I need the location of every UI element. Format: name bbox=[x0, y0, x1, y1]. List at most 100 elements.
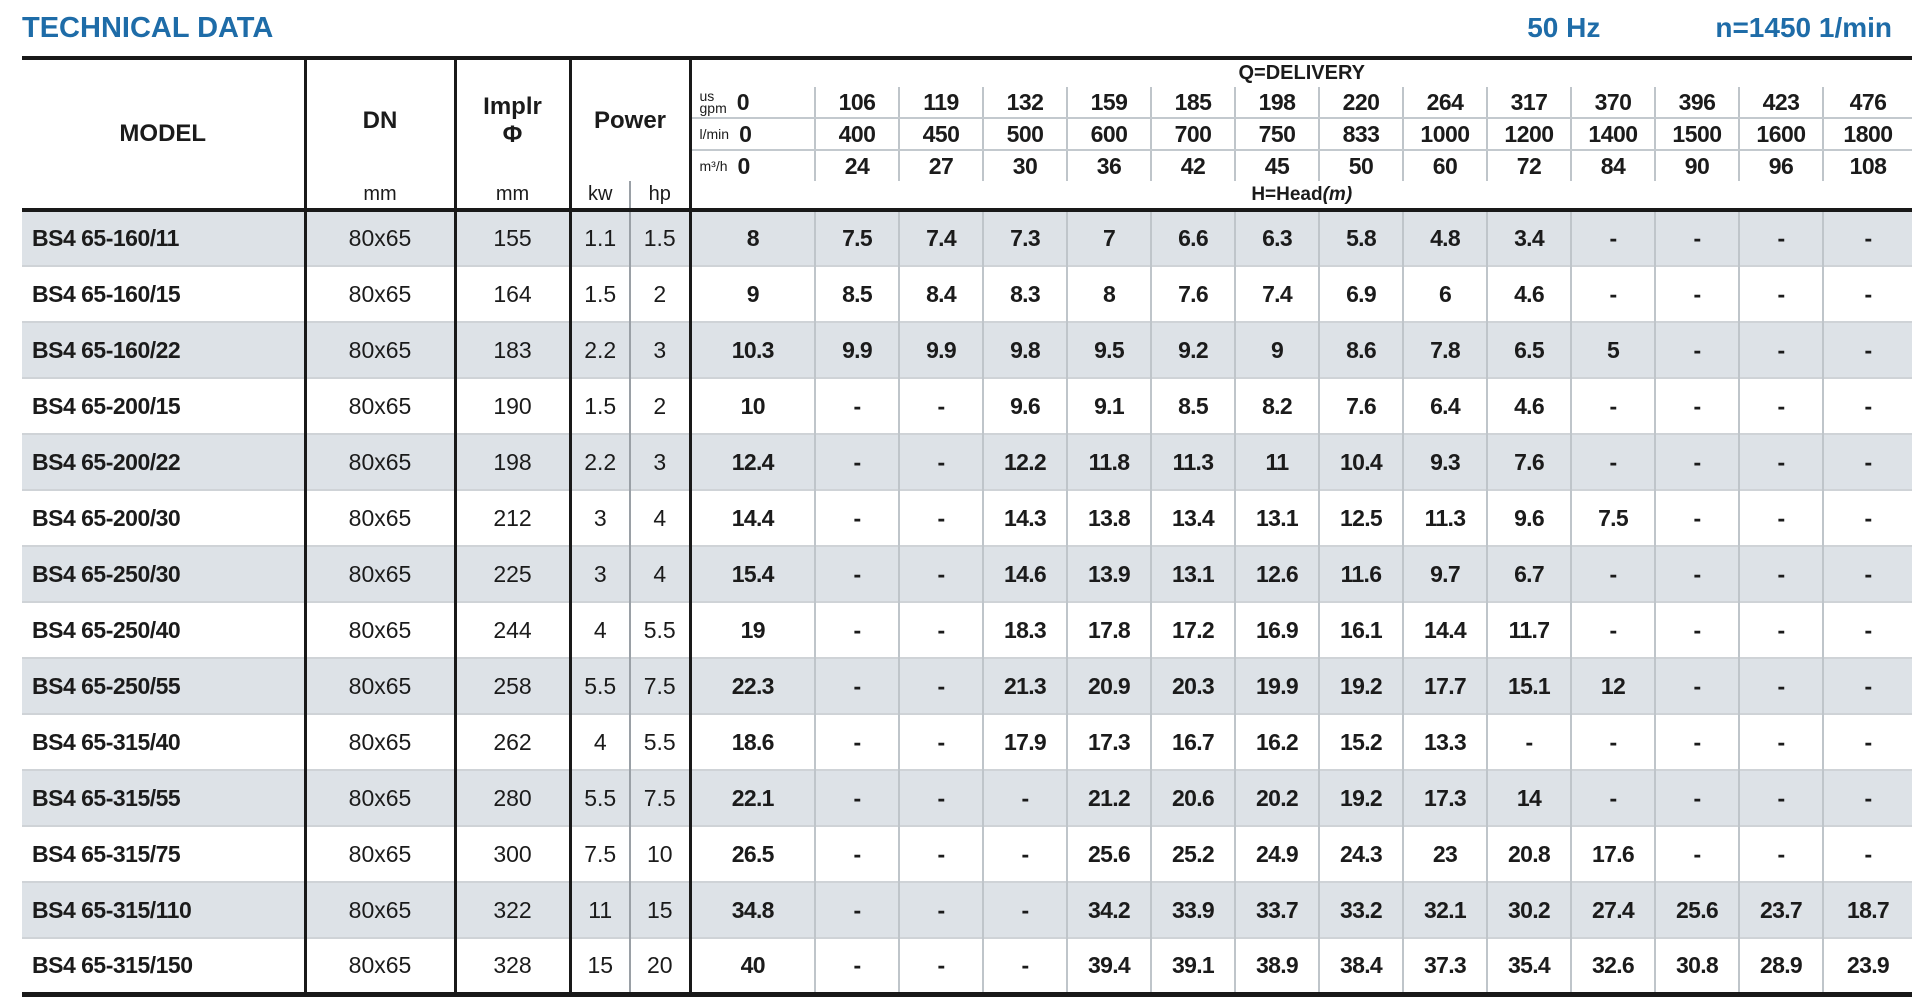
head-value-cell: 33.2 bbox=[1318, 882, 1403, 938]
head-value-cell: - bbox=[898, 658, 983, 714]
head-value-cell: - bbox=[1654, 266, 1739, 322]
head-value-cell: 16.9 bbox=[1234, 602, 1319, 658]
hp-cell: 7.5 bbox=[630, 770, 692, 826]
head-value-cell: - bbox=[898, 882, 983, 938]
head-value-cell: - bbox=[814, 826, 899, 882]
head-value-cell: 20.8 bbox=[1486, 826, 1571, 882]
head-value-cell: 19.2 bbox=[1318, 770, 1403, 826]
head-value-cell: - bbox=[1654, 546, 1739, 602]
head-value-cell: 9 bbox=[746, 280, 760, 307]
head-value-cell: 25.2 bbox=[1150, 826, 1235, 882]
table-row: BS4 65-200/15 80x65 190 1.5 2 10- -9.6 9.1 8.5 8.… bbox=[22, 378, 1912, 434]
head-value-cell: - bbox=[1654, 378, 1739, 434]
head-value-cell: - bbox=[1738, 602, 1823, 658]
head-value-cell: - bbox=[814, 770, 899, 826]
head-value-cell: 6.3 bbox=[1234, 210, 1319, 266]
head-value-cell: - bbox=[898, 770, 983, 826]
head-value-cell: 25.6 bbox=[1654, 882, 1739, 938]
head-value-cell: - bbox=[1486, 714, 1571, 770]
delivery-value-cell: 450 bbox=[898, 118, 983, 151]
dn-cell: 80x65 bbox=[305, 770, 457, 826]
kw-cell: 2.2 bbox=[570, 322, 631, 378]
head-value-cell: - bbox=[814, 490, 899, 546]
head-value-cell: 23 bbox=[1402, 826, 1487, 882]
head-value-cell: - bbox=[898, 434, 983, 490]
hp-cell: 2 bbox=[630, 378, 692, 434]
head-value-cell: - bbox=[1738, 490, 1823, 546]
delivery-value-cell: 132 bbox=[982, 87, 1067, 119]
delivery-value-cell: 317 bbox=[1486, 87, 1571, 119]
delivery-value-cell: 24 bbox=[814, 150, 899, 181]
kw-cell: 7.5 bbox=[570, 826, 631, 882]
head-value-cell: 8.3 bbox=[982, 266, 1067, 322]
model-cell: BS4 65-160/22 bbox=[22, 322, 307, 378]
head-value-cell: 20.2 bbox=[1234, 770, 1319, 826]
head-value-cell: - bbox=[1738, 546, 1823, 602]
head-value-cell: 6.4 bbox=[1402, 378, 1487, 434]
head-value-cell: 39.4 bbox=[1066, 938, 1151, 994]
head-value-cell: - bbox=[1822, 658, 1912, 714]
head-value-cell: - bbox=[1654, 322, 1739, 378]
impeller-cell: 212 bbox=[455, 490, 572, 546]
head-value-cell: 10 bbox=[740, 392, 766, 419]
head-value-cell: 24.9 bbox=[1234, 826, 1319, 882]
dn-cell: 80x65 bbox=[305, 714, 457, 770]
kw-cell: 4 bbox=[570, 714, 631, 770]
head-value-cell: 8 bbox=[746, 225, 760, 251]
head-row-label: H=Head(m) bbox=[690, 181, 1912, 210]
head-value-cell: 11 bbox=[1234, 434, 1319, 490]
model-cell: BS4 65-250/40 bbox=[22, 602, 307, 658]
kw-cell: 1.5 bbox=[570, 378, 631, 434]
unit-row-usgpm: us gpm 0 106 119 132 159 185 198 220 264 317 370 396… bbox=[22, 87, 1912, 119]
unit-label: m³/h bbox=[699, 158, 728, 174]
table-row: BS4 65-200/22 80x65 198 2.2 3 12.4- -12.2 11.8 1… bbox=[22, 434, 1912, 490]
model-cell: BS4 65-200/30 bbox=[22, 490, 307, 546]
dn-unit-label: mm bbox=[305, 181, 457, 210]
head-value-cell: 40 bbox=[740, 951, 766, 978]
head-value-cell: - bbox=[1570, 266, 1655, 322]
head-value-cell: 9 bbox=[1234, 322, 1319, 378]
hp-cell: 1.5 bbox=[630, 210, 692, 266]
head-value-cell: - bbox=[982, 770, 1067, 826]
head-value-cell: - bbox=[1822, 434, 1912, 490]
head-value-cell: 11.8 bbox=[1066, 434, 1151, 490]
head-value-cell: 37.3 bbox=[1402, 938, 1487, 994]
head-value-cell: - bbox=[1570, 714, 1655, 770]
head-value-cell: 7 bbox=[1066, 210, 1151, 266]
table-row: BS4 65-315/75 80x65 300 7.5 10 26.5- - -25.6 25.… bbox=[22, 826, 1912, 882]
kw-cell: 2.2 bbox=[570, 434, 631, 490]
head-value-cell: 17.8 bbox=[1066, 602, 1151, 658]
model-cell: BS4 65-315/75 bbox=[22, 826, 307, 882]
impeller-column-header: Implr Φ bbox=[455, 58, 572, 181]
kw-cell: 1.1 bbox=[570, 210, 631, 266]
dn-cell: 80x65 bbox=[305, 602, 457, 658]
head-value-cell: 25.6 bbox=[1066, 826, 1151, 882]
head-value-cell: - bbox=[1654, 490, 1739, 546]
delivery-unit-zero-cell: us gpm 0 bbox=[690, 87, 815, 119]
head-value-cell: 21.2 bbox=[1066, 770, 1151, 826]
delivery-value-cell: 500 bbox=[982, 118, 1067, 151]
head-value-cell: 22.1 bbox=[731, 784, 775, 811]
delivery-value-cell: 50 bbox=[1318, 150, 1403, 181]
delivery-value: 0 bbox=[736, 88, 750, 115]
model-column-header: MODEL bbox=[22, 58, 307, 210]
head-value-cell: - bbox=[898, 714, 983, 770]
model-cell: BS4 65-315/40 bbox=[22, 714, 307, 770]
model-cell: BS4 65-315/55 bbox=[22, 770, 307, 826]
delivery-value-cell: 700 bbox=[1150, 118, 1235, 151]
head-value-cell: - bbox=[814, 714, 899, 770]
head-value-cell: 20.6 bbox=[1150, 770, 1235, 826]
hp-cell: 3 bbox=[630, 434, 692, 490]
head-value-cell: 12.6 bbox=[1234, 546, 1319, 602]
head-value-cell: 9.7 bbox=[1402, 546, 1487, 602]
head-value-cell: 7.3 bbox=[982, 210, 1067, 266]
delivery-value-cell: 96 bbox=[1738, 150, 1823, 181]
head-value-cell: 17.3 bbox=[1402, 770, 1487, 826]
kw-cell: 4 bbox=[570, 602, 631, 658]
head-value-cell: 18.7 bbox=[1822, 882, 1912, 938]
head-value-cell: - bbox=[814, 546, 899, 602]
head-value-cell: 20.3 bbox=[1150, 658, 1235, 714]
head-value-cell: 16.1 bbox=[1318, 602, 1403, 658]
head-value-cell: - bbox=[1570, 378, 1655, 434]
speed-label: n=1450 1/min bbox=[1715, 12, 1892, 43]
